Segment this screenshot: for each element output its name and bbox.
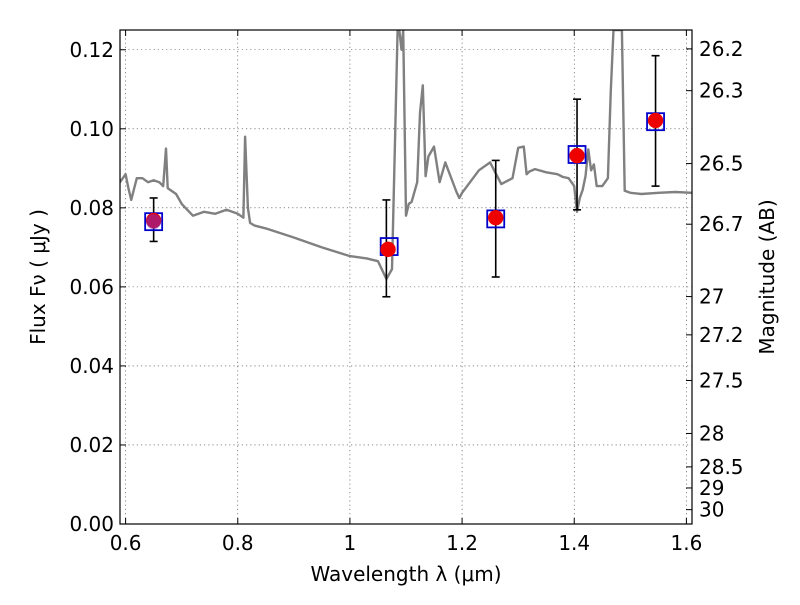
y-tick-label: 0.12	[69, 38, 114, 62]
mag-tick-label: 27.5	[699, 369, 744, 393]
mag-tick-label: 30	[699, 498, 724, 522]
overlay-layer	[144, 54, 665, 298]
ticks: 0.6 0.8 1 1.2 1.4 1.6 0.00 0.02 0.04 0.06 0.08 0.10…	[69, 30, 744, 555]
mag-tick-label: 26.2	[699, 37, 744, 61]
y-tick-label: 0.06	[69, 275, 114, 299]
y-tick-label: 0.10	[69, 117, 114, 141]
x-tick-label: 1.2	[446, 531, 478, 555]
x-tick-label: 0.6	[110, 531, 142, 555]
observed-point	[487, 209, 504, 226]
mag-tick-label: 27.2	[699, 323, 744, 347]
x-tick-label: 1.6	[670, 531, 702, 555]
mag-tick-label: 27	[699, 285, 724, 309]
observed-point	[380, 241, 396, 258]
mag-tick-label: 28.5	[699, 455, 744, 479]
model-spectrum-line	[120, 30, 692, 281]
mag-tick-label: 26.5	[699, 152, 744, 176]
x-axis-label: Wavelength λ (μm)	[310, 562, 501, 586]
x-tick-label: 1.4	[558, 531, 590, 555]
observed-point-blend	[146, 214, 162, 230]
mag-tick-label: 29	[699, 476, 724, 500]
y-axis-label: Flux Fν ( μJy )	[26, 209, 50, 345]
y-tick-label: 0.00	[69, 512, 114, 536]
plot-frame	[119, 29, 693, 525]
y-tick-label: 0.04	[69, 354, 114, 378]
y-tick-label: 0.02	[69, 433, 114, 457]
plot-area	[120, 30, 692, 524]
y-right-axis-label: Magnitude (AB)	[755, 199, 779, 354]
observed-point	[569, 147, 585, 164]
x-tick-label: 0.8	[222, 531, 254, 555]
mag-tick-label: 26.3	[699, 79, 744, 103]
y-tick-label: 0.08	[69, 196, 114, 220]
mag-tick-label: 28	[699, 421, 724, 445]
x-tick-label: 1	[344, 531, 357, 555]
data-layer	[120, 30, 692, 281]
observed-point	[647, 112, 664, 129]
mag-tick-label: 26.7	[699, 212, 744, 236]
